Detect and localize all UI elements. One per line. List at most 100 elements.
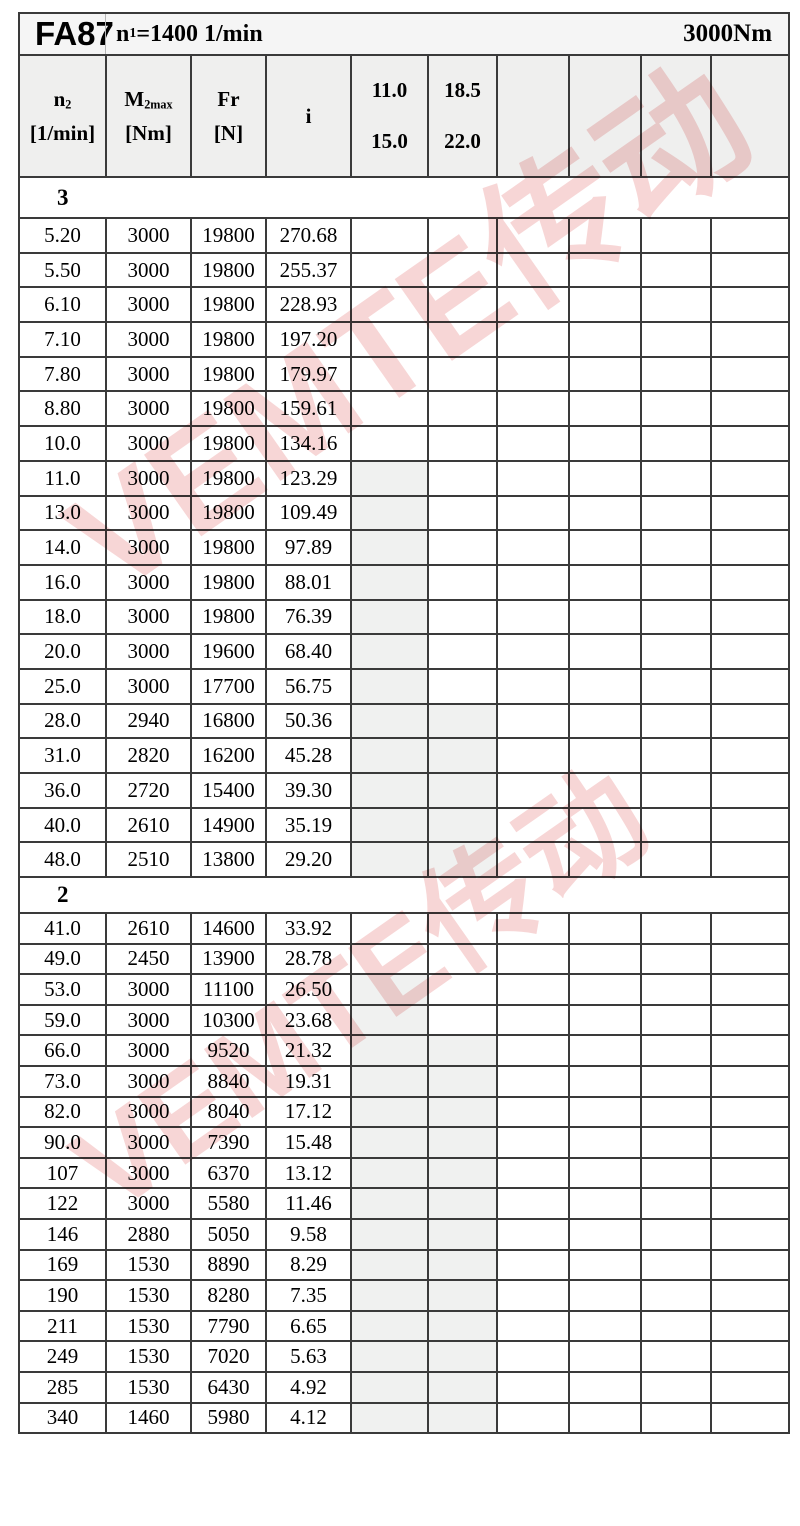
cell-empty (568, 806, 642, 844)
cell-i: 11.46 (265, 1187, 352, 1220)
cell-empty (568, 529, 642, 566)
cell-m2max: 3000 (105, 1065, 192, 1098)
cell-ratio-a (350, 667, 429, 705)
header-subscript: 2 (65, 96, 72, 111)
header-line2: [1/min] (29, 120, 96, 145)
cell-empty (640, 772, 712, 809)
cell-empty (640, 1065, 712, 1098)
cell-m2max: 3000 (105, 529, 192, 566)
cell-ratio-a (350, 973, 429, 1006)
cell-m2max: 3000 (105, 355, 192, 393)
cell-ratio-a (350, 1187, 429, 1220)
cell-empty (640, 321, 712, 358)
cell-ratio-b (427, 217, 498, 254)
section-row: 2 (17, 876, 791, 915)
cell-empty (568, 1034, 642, 1068)
cell-m2max: 3000 (105, 459, 192, 497)
cell-fr: 19800 (190, 286, 267, 324)
cell-ratio-b (427, 737, 498, 774)
cell-empty (640, 1156, 712, 1190)
cell-i: 123.29 (265, 459, 352, 497)
table-row: 40.0 2610 14900 35.19 (18, 806, 791, 844)
table-row: 211 1530 7790 6.65 (18, 1309, 791, 1343)
cell-empty (709, 841, 791, 879)
cell-fr: 19800 (190, 321, 267, 358)
table-row: 146 2880 5050 9.58 (18, 1218, 791, 1251)
cell-fr: 19800 (190, 355, 267, 393)
cell-empty (568, 1065, 642, 1098)
cell-n2: 41.0 (18, 912, 107, 945)
cell-ratio-a (350, 494, 429, 532)
cell-n2: 73.0 (18, 1065, 107, 1098)
cell-n2: 5.50 (18, 251, 107, 289)
cell-empty (496, 355, 570, 393)
cell-ratio-a (350, 425, 429, 462)
cell-ratio-a (350, 1095, 429, 1129)
cell-ratio-a (350, 1279, 429, 1312)
header-line1: Fr (217, 86, 240, 111)
cell-empty (640, 1401, 712, 1435)
cell-ratio-b (427, 667, 498, 705)
cell-m2max: 3000 (105, 425, 192, 462)
cell-empty (496, 1187, 570, 1220)
cell-fr: 10300 (190, 1003, 267, 1037)
header-line1: M (124, 86, 145, 111)
cell-m2max: 1530 (105, 1279, 192, 1312)
cell-ratio-a (350, 390, 429, 428)
cell-fr: 19800 (190, 459, 267, 497)
cell-empty (496, 529, 570, 566)
cell-m2max: 1460 (105, 1401, 192, 1435)
cell-empty (709, 563, 791, 601)
cell-empty (568, 1248, 642, 1282)
cell-fr: 16800 (190, 702, 267, 740)
cell-ratio-b (427, 529, 498, 566)
cell-i: 9.58 (265, 1218, 352, 1251)
cell-m2max: 3000 (105, 321, 192, 358)
cell-empty (640, 598, 712, 636)
cell-n2: 8.80 (18, 390, 107, 428)
table-row: 36.0 2720 15400 39.30 (18, 772, 791, 809)
cell-empty (640, 529, 712, 566)
cell-fr: 8890 (190, 1248, 267, 1282)
column-header-empty-4 (709, 54, 791, 178)
cell-fr: 19800 (190, 251, 267, 289)
cell-empty (568, 251, 642, 289)
n1-symbol: n (116, 20, 130, 47)
cell-i: 35.19 (265, 806, 352, 844)
cell-empty (496, 1370, 570, 1404)
cell-empty (640, 563, 712, 601)
column-header-empty-1 (496, 54, 570, 178)
cell-i: 6.65 (265, 1309, 352, 1343)
cell-n2: 7.10 (18, 321, 107, 358)
cell-empty (709, 494, 791, 532)
cell-i: 4.92 (265, 1370, 352, 1404)
table-row: 49.0 2450 13900 28.78 (18, 942, 791, 976)
cell-m2max: 1530 (105, 1248, 192, 1282)
cell-ratio-a (350, 1003, 429, 1037)
cell-ratio-a (350, 598, 429, 636)
table-row: 107 3000 6370 13.12 (18, 1156, 791, 1190)
cell-fr: 19800 (190, 390, 267, 428)
cell-ratio-b (427, 286, 498, 324)
cell-i: 88.01 (265, 563, 352, 601)
cell-m2max: 2610 (105, 806, 192, 844)
cell-ratio-a (350, 1218, 429, 1251)
cell-empty (709, 1340, 791, 1373)
cell-fr: 19800 (190, 598, 267, 636)
cell-empty (709, 702, 791, 740)
cell-empty (709, 286, 791, 324)
cell-empty (640, 633, 712, 670)
cell-n2: 5.20 (18, 217, 107, 254)
cell-ratio-a (350, 529, 429, 566)
cell-i: 179.97 (265, 355, 352, 393)
cell-m2max: 3000 (105, 1126, 192, 1159)
table-row: 16.0 3000 19800 88.01 (18, 563, 791, 601)
cell-empty (640, 1095, 712, 1129)
table-row: 53.0 3000 11100 26.50 (18, 973, 791, 1006)
cell-ratio-a (350, 217, 429, 254)
cell-empty (496, 1034, 570, 1068)
cell-ratio-b (427, 942, 498, 976)
cell-empty (568, 667, 642, 705)
header-line2: [N] (213, 120, 244, 145)
